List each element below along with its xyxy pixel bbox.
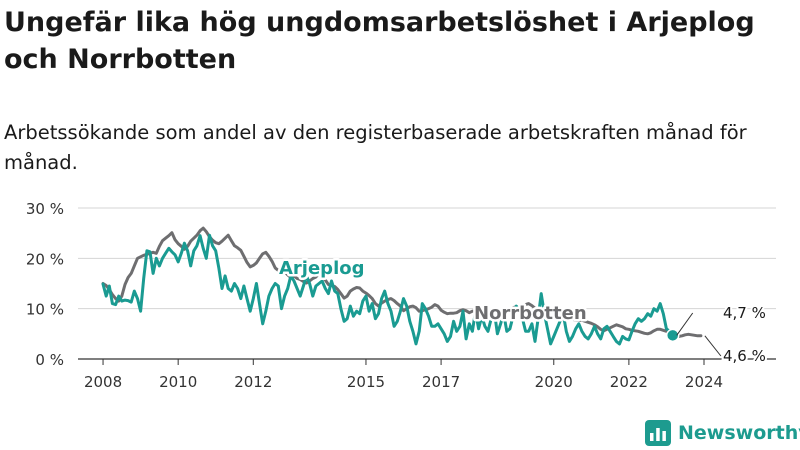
x-tick-label: 2024 [685, 373, 723, 391]
series-labels: Arjeplog Norrbotten 4,6 % 4,7 % [277, 256, 768, 368]
x-tick-label: 2015 [347, 373, 385, 391]
x-tick-label: 2010 [159, 373, 197, 391]
x-axis-ticks: 2008 2010 2012 2015 2017 2020 2022 2024 [84, 359, 723, 391]
y-tick-label: 30 % [26, 200, 64, 218]
chart-subtitle: Arbetssökande som andel av den registerb… [4, 121, 747, 174]
series-line-norrbotten [101, 226, 703, 338]
y-tick-label: 0 % [35, 351, 64, 369]
end-value-label: 4,7 % [723, 304, 766, 322]
y-axis-ticks: 0 % 10 % 20 % 30 % [26, 200, 64, 369]
series-label-arjeplog: Arjeplog [279, 258, 365, 279]
x-tick-label: 2017 [422, 373, 460, 391]
series-lines [101, 226, 703, 346]
y-tick-label: 20 % [26, 250, 64, 268]
bar-chart-logo-icon [645, 420, 671, 446]
x-tick-label: 2008 [84, 373, 122, 391]
end-value-label: 4,6 % [723, 347, 766, 365]
end-label-leader [676, 312, 694, 336]
end-label-leader [704, 335, 722, 357]
chart-title: Ungefär lika hög ungdomsarbetslöshet i A… [4, 7, 755, 75]
brand-name: Newsworthy [678, 422, 800, 444]
y-tick-label: 10 % [26, 301, 64, 319]
series-line-arjeplog [101, 233, 675, 346]
end-marker [665, 328, 680, 343]
x-tick-label: 2020 [535, 373, 573, 391]
x-tick-label: 2012 [234, 373, 272, 391]
series-label-norrbotten: Norrbotten [474, 303, 587, 324]
brand-logo: Newsworthy [645, 418, 800, 448]
x-tick-label: 2022 [610, 373, 648, 391]
